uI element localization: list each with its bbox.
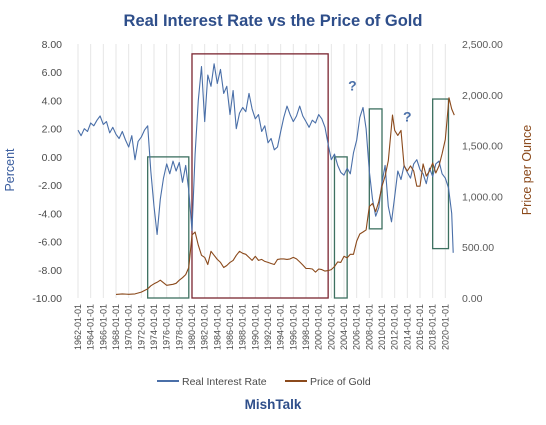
x-tick-label: 1962-01-01 [73,304,83,350]
right-tick-label: 1,000.00 [462,191,503,203]
question-mark-annotation: ? [348,78,357,94]
chart-title: Real Interest Rate vs the Price of Gold [124,12,423,30]
x-tick-label: 1990-01-01 [250,304,260,350]
x-tick-label: 2016-01-01 [415,304,425,350]
left-tick-label: 6.00 [42,67,63,79]
x-tick-label: 1964-01-01 [86,304,96,350]
left-tick-label: -6.00 [38,237,62,249]
x-tick-label: 2006-01-01 [352,304,362,350]
x-tick-label: 1984-01-01 [212,304,222,350]
highlight-box [432,98,450,250]
x-tick-label: 2018-01-01 [428,304,438,350]
x-tick-label: 1998-01-01 [301,304,311,350]
left-tick-label: 2.00 [42,124,63,136]
left-tick-label: 8.00 [42,39,63,51]
highlight-box [147,156,190,299]
x-tick-label: 1978-01-01 [174,304,184,350]
right-tick-label: 2,000.00 [462,90,503,102]
legend-label: Price of Gold [310,376,371,388]
right-tick-label: 1,500.00 [462,141,503,153]
legend: Real Interest Rate Price of Gold [157,376,371,388]
legend-item: Real Interest Rate [157,376,267,388]
right-axis-label: Price per Ounce [520,125,534,215]
x-tick-label: 1968-01-01 [111,304,121,350]
x-tick-label: 1988-01-01 [238,304,248,350]
highlight-box [191,53,329,299]
x-tick-label: 1996-01-01 [288,304,298,350]
annotation-boxes: ?? [147,53,450,299]
x-tick-label: 1994-01-01 [276,304,286,350]
real-interest-rate-line [77,63,454,253]
x-tick-label: 1992-01-01 [263,304,273,350]
x-tick-label: 1982-01-01 [200,304,210,350]
left-tick-label: -4.00 [38,208,62,220]
x-tick-label: 2004-01-01 [339,304,349,350]
x-tick-label: 2012-01-01 [390,304,400,350]
legend-item: Price of Gold [285,376,371,388]
x-tick-label: 2014-01-01 [402,304,412,350]
left-tick-label: -2.00 [38,180,62,192]
x-tick-label: 1976-01-01 [162,304,172,350]
price-of-gold-line [115,97,455,295]
left-tick-label: -8.00 [38,265,62,277]
highlight-box [333,156,348,299]
footer-source: MishTalk [245,397,302,412]
x-tick-label: 1966-01-01 [98,304,108,350]
x-tick-label: 1980-01-01 [187,304,197,350]
x-tick-label: 1974-01-01 [149,304,159,350]
right-tick-label: 500.00 [462,242,494,254]
x-tick-label: 1972-01-01 [136,304,146,350]
x-axis-ticks: 1962-01-01 1964-01-01 1966-01-01 1968-01-01… [73,304,450,350]
x-tick-label: 1970-01-01 [124,304,134,350]
left-tick-label: -10.00 [32,293,62,305]
left-axis-ticks: 8.00 6.00 4.00 2.00 0.00 -2.00 -4.00 -6.00 -8.00… [32,39,62,305]
right-tick-label: 2,500.00 [462,39,503,51]
x-tick-label: 1986-01-01 [225,304,235,350]
right-tick-label: 0.00 [462,293,483,305]
left-tick-label: 4.00 [42,95,63,107]
question-mark-annotation: ? [403,109,412,125]
series-lines [77,63,455,295]
left-tick-label: 0.00 [42,152,63,164]
x-tick-label: 2010-01-01 [377,304,387,350]
x-tick-label: 2000-01-01 [314,304,324,350]
x-tick-label: 2020-01-01 [440,304,450,350]
x-tick-label: 2002-01-01 [326,304,336,350]
legend-label: Real Interest Rate [182,376,267,388]
right-axis-ticks: 2,500.00 2,000.00 1,500.00 1,000.00 500.00 0.… [462,39,503,305]
left-axis-label: Percent [3,148,17,192]
x-tick-label: 2008-01-01 [364,304,374,350]
